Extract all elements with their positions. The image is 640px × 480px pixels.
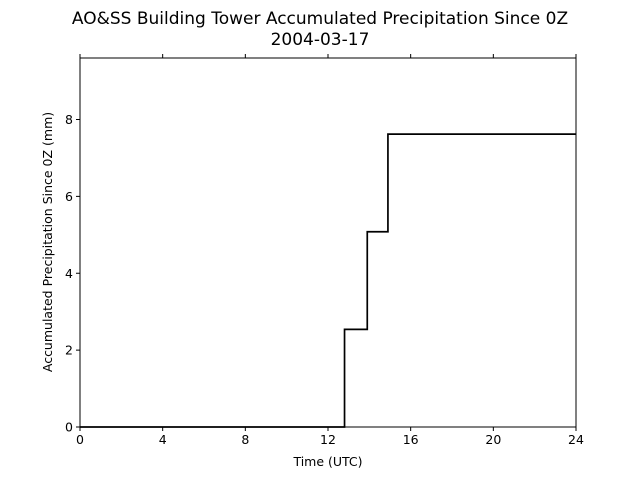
plot-frame	[79, 57, 577, 428]
x-tick-label: 0	[76, 432, 84, 447]
y-tick-label: 6	[65, 189, 73, 204]
y-tick-label: 8	[65, 112, 73, 127]
x-axis-label: Time (UTC)	[292, 454, 362, 469]
y-tick-label: 2	[65, 343, 73, 358]
series-line-0	[80, 133, 576, 428]
x-tick-label: 4	[159, 432, 167, 447]
chart-title: AO&SS Building Tower Accumulated Precipi…	[72, 9, 568, 29]
y-axis-label: Accumulated Precipitation Since 0Z (mm)	[40, 112, 55, 372]
x-tick-label: 8	[241, 432, 249, 447]
chart-subtitle: 2004-03-17	[271, 30, 370, 50]
y-tick-label: 0	[65, 420, 73, 435]
y-tick-label: 4	[65, 266, 73, 281]
x-tick-label: 24	[568, 432, 584, 447]
x-tick-label: 16	[403, 432, 419, 447]
x-tick-label: 20	[485, 432, 501, 447]
x-tick-label: 12	[320, 432, 336, 447]
